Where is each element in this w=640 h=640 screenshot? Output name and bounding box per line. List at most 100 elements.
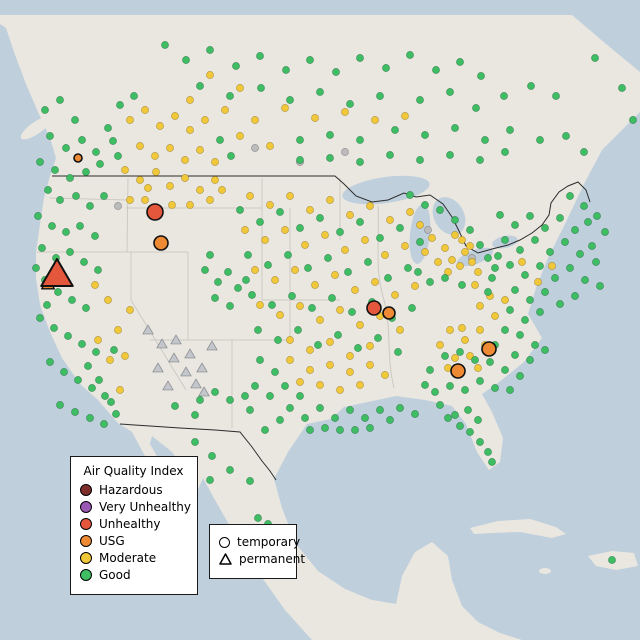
- station-moderate-dot: [351, 286, 359, 294]
- station-good-dot: [206, 476, 214, 484]
- aqi-legend-items: Hazardous Very Unhealthy Unhealthy USG Moder…: [80, 484, 191, 581]
- station-moderate-dot: [456, 262, 464, 270]
- station-good-dot: [78, 136, 86, 144]
- station-moderate-dot: [291, 266, 299, 274]
- station-good-dot: [62, 144, 70, 152]
- station-good-dot: [526, 212, 534, 220]
- station-usg-event-circle: [450, 363, 466, 379]
- station-moderate-dot: [448, 256, 456, 264]
- station-good-dot: [234, 284, 242, 292]
- station-good-dot: [296, 392, 304, 400]
- legend-item-hazardous: Hazardous: [80, 484, 187, 496]
- station-good-dot: [541, 346, 549, 354]
- station-good-dot: [71, 408, 79, 416]
- station-good-dot: [477, 72, 485, 80]
- station-good-dot: [531, 341, 539, 349]
- station-moderate-dot: [491, 312, 499, 320]
- station-good-dot: [226, 302, 234, 310]
- legend-item-usg: USG: [80, 535, 187, 547]
- station-good-dot: [451, 216, 459, 224]
- station-permanent-unhealthy-triangle: [40, 258, 74, 287]
- station-moderate-dot: [168, 201, 176, 209]
- station-good-dot: [521, 316, 529, 324]
- legend-label: Moderate: [99, 551, 157, 565]
- station-markers-layer: [32, 41, 637, 564]
- station-moderate-dot: [356, 321, 364, 329]
- station-good-dot: [458, 281, 466, 289]
- station-good-dot: [562, 132, 570, 140]
- station-moderate-dot: [281, 226, 289, 234]
- station-good-dot: [488, 274, 496, 282]
- station-good-dot: [432, 66, 440, 74]
- station-moderate-dot: [181, 174, 189, 182]
- station-moderate-dot: [346, 211, 354, 219]
- permanent-triangle-glyph: [219, 553, 232, 565]
- station-moderate-dot: [201, 116, 209, 124]
- station-moderate-dot: [246, 192, 254, 200]
- station-good-dot: [256, 52, 264, 60]
- station-good-dot: [276, 208, 284, 216]
- station-moderate-dot: [186, 126, 194, 134]
- station-moderate-dot: [326, 361, 334, 369]
- station-moderate-dot: [321, 231, 329, 239]
- station-good-dot: [351, 426, 359, 434]
- station-moderate-dot: [411, 282, 419, 290]
- station-good-dot: [112, 410, 120, 418]
- station-good-dot: [501, 236, 509, 244]
- aqi-legend-title: Air Quality Index: [83, 464, 184, 478]
- station-good-dot: [264, 261, 272, 269]
- station-good-dot: [84, 362, 92, 370]
- station-good-dot: [416, 156, 424, 164]
- station-good-dot: [491, 264, 499, 272]
- station-good-dot: [581, 276, 589, 284]
- station-moderate-dot: [311, 281, 319, 289]
- legend-label: Very Unhealthy: [99, 500, 191, 514]
- symbol-legend-item-permanent: permanent: [219, 553, 305, 565]
- station-good-dot: [46, 358, 54, 366]
- station-good-dot: [464, 406, 472, 414]
- station-good-dot: [64, 332, 72, 340]
- station-good-dot: [201, 266, 209, 274]
- station-good-dot: [566, 192, 574, 200]
- station-moderate-dot: [391, 291, 399, 299]
- station-good-dot: [324, 254, 332, 262]
- station-good-dot: [36, 158, 44, 166]
- vancouver-island: [20, 116, 52, 140]
- station-good-dot: [88, 384, 96, 392]
- station-good-dot: [94, 266, 102, 274]
- station-moderate-dot: [141, 196, 149, 204]
- station-good-dot: [211, 294, 219, 302]
- legend-item-good: Good: [80, 569, 187, 581]
- station-moderate-dot: [181, 156, 189, 164]
- station-good-dot: [551, 274, 559, 282]
- station-good-dot: [60, 368, 68, 376]
- station-good-dot: [56, 96, 64, 104]
- station-good-dot: [354, 344, 362, 352]
- station-good-dot: [334, 331, 342, 339]
- station-moderate-dot: [381, 251, 389, 259]
- station-good-dot: [281, 382, 289, 390]
- station-moderate-dot: [341, 108, 349, 116]
- station-moderate-dot: [401, 242, 409, 250]
- station-good-dot: [608, 556, 616, 564]
- station-moderate-dot: [401, 112, 409, 120]
- station-permanent-nodata-triangle: [198, 386, 210, 397]
- station-good-dot: [526, 296, 534, 304]
- station-good-dot: [101, 392, 109, 400]
- station-moderate-dot: [326, 338, 334, 346]
- us-canada-border: [52, 175, 591, 254]
- station-moderate-dot: [196, 146, 204, 154]
- station-good-dot: [251, 382, 259, 390]
- station-moderate-dot: [444, 268, 452, 276]
- station-good-dot: [336, 228, 344, 236]
- station-good-dot: [576, 250, 584, 258]
- station-good-dot: [50, 324, 58, 332]
- station-moderate-dot: [501, 296, 509, 304]
- station-good-dot: [516, 372, 524, 380]
- station-good-dot: [296, 224, 304, 232]
- station-moderate-dot: [206, 71, 214, 79]
- legend-label: Unhealthy: [99, 517, 161, 531]
- station-moderate-dot: [121, 166, 129, 174]
- station-moderate-dot: [441, 244, 449, 252]
- station-good-dot: [421, 201, 429, 209]
